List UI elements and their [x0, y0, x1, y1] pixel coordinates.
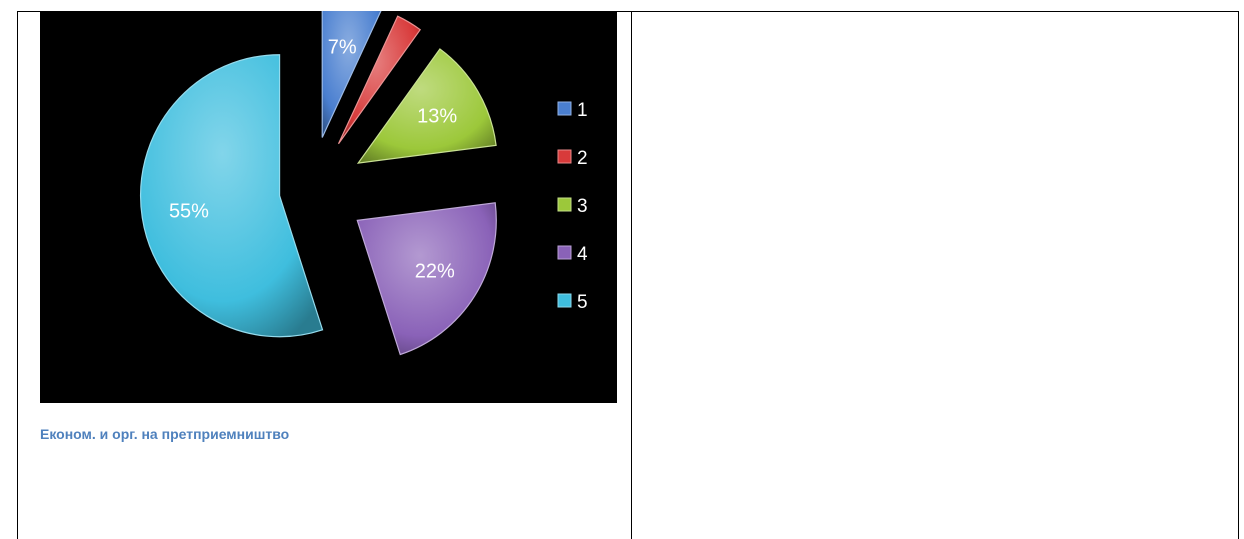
- table-border-left: [17, 12, 18, 539]
- pie-label-4: 22%: [415, 260, 455, 282]
- pie-slice-4: [356, 202, 497, 356]
- pie-label-5: 55%: [169, 200, 209, 222]
- table-border-middle: [631, 12, 632, 539]
- legend-swatch-3: [557, 197, 572, 212]
- legend-label-4: 4: [577, 244, 588, 265]
- chart-caption: Економ. и орг. на претприемништво: [40, 426, 290, 442]
- pie-chart-svg: 7% 3% 13% 22% 55% 1 2 3 4 5: [140, 11, 588, 356]
- pie-slice-1: [321, 11, 382, 138]
- legend-swatch-2: [557, 149, 572, 164]
- legend-swatch-4: [557, 245, 572, 260]
- legend-label-1: 1: [577, 100, 588, 121]
- pie-slice-5: [140, 54, 324, 338]
- pie-label-2: 3%: [403, 11, 432, 15]
- pie-slice-2: [337, 15, 422, 145]
- pie-label-3: 13%: [417, 106, 457, 128]
- legend-label-3: 3: [577, 196, 588, 217]
- pie-chart: 7% 3% 13% 22% 55% 1 2 3 4 5: [40, 11, 617, 403]
- legend-label-5: 5: [577, 292, 588, 313]
- table-border-right: [1238, 12, 1239, 539]
- legend-label-2: 2: [577, 148, 588, 169]
- legend-swatch-5: [557, 293, 572, 308]
- legend-swatch-1: [557, 101, 572, 116]
- document-table: [17, 11, 1239, 539]
- pie-slice-3: [356, 48, 497, 164]
- pie-label-1: 7%: [328, 37, 357, 59]
